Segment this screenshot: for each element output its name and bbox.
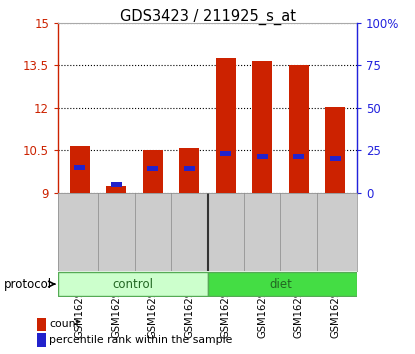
Bar bbox=[293, 154, 304, 159]
Bar bbox=[184, 166, 195, 171]
Bar bbox=[208, 272, 357, 296]
Text: protocol: protocol bbox=[4, 278, 52, 291]
Bar bbox=[111, 182, 122, 187]
Bar bbox=[58, 272, 208, 296]
Bar bbox=[74, 165, 85, 170]
Bar bbox=[330, 156, 341, 161]
Bar bbox=[256, 154, 268, 159]
Text: GDS3423 / 211925_s_at: GDS3423 / 211925_s_at bbox=[120, 9, 295, 25]
Bar bbox=[70, 146, 90, 193]
Text: control: control bbox=[112, 278, 153, 291]
Bar bbox=[147, 166, 159, 171]
Bar bbox=[143, 150, 163, 193]
Text: count: count bbox=[49, 319, 80, 329]
Bar bbox=[325, 107, 345, 193]
Bar bbox=[252, 61, 272, 193]
Bar bbox=[288, 65, 309, 193]
Bar bbox=[220, 151, 231, 156]
Text: diet: diet bbox=[269, 278, 292, 291]
Bar bbox=[106, 186, 127, 193]
Bar bbox=[216, 58, 236, 193]
Text: percentile rank within the sample: percentile rank within the sample bbox=[49, 335, 232, 345]
Bar bbox=[179, 148, 199, 193]
